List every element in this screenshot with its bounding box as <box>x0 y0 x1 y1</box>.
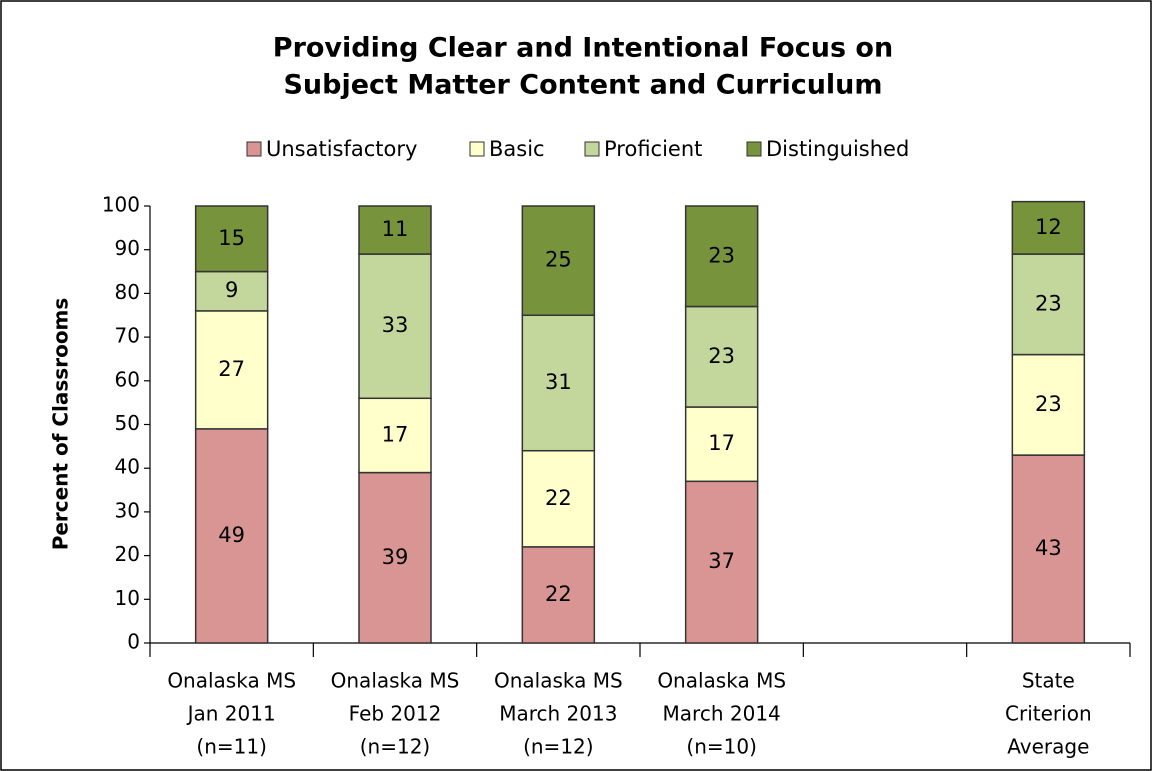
x-tick-label: (n=10) <box>686 735 757 759</box>
x-tick-label: Onalaska MS <box>657 669 786 693</box>
x-tick-label: Onalaska MS <box>331 669 460 693</box>
x-tick-label: (n=12) <box>360 735 431 759</box>
data-label: 11 <box>382 217 409 241</box>
bar-segment <box>194 205 269 273</box>
data-label: 22 <box>545 582 572 606</box>
x-tick-label: Feb 2012 <box>349 702 442 726</box>
bar-segment <box>358 471 432 644</box>
bar-segment <box>684 480 759 644</box>
bar-segment <box>194 310 269 430</box>
bar-segment <box>521 546 596 644</box>
x-tick-label: Onalaska MS <box>167 669 296 693</box>
data-label: 39 <box>382 545 409 569</box>
x-tick-label: Onalaska MS <box>494 669 623 693</box>
legend-label: Distinguished <box>766 137 909 161</box>
bar-segment <box>194 270 269 312</box>
y-tick-label: 90 <box>115 236 140 260</box>
y-tick-label: 20 <box>115 542 140 566</box>
x-tick-label: Average <box>1007 735 1089 759</box>
x-tick-label: March 2013 <box>499 702 617 726</box>
bar-segment <box>1011 454 1086 644</box>
data-label: 49 <box>218 523 245 547</box>
bar-segment <box>684 205 759 308</box>
y-tick-label: 70 <box>115 324 140 348</box>
legend-swatch <box>584 141 600 157</box>
y-tick-label: 40 <box>115 455 140 479</box>
y-tick-label: 100 <box>102 193 140 217</box>
bar-segment <box>1011 353 1086 456</box>
legend-label: Basic <box>489 137 545 161</box>
bar-segment <box>521 314 596 452</box>
y-tick-label: 50 <box>115 411 140 435</box>
x-tick-label: (n=11) <box>196 735 267 759</box>
bar-segment <box>194 428 269 644</box>
data-label: 23 <box>1035 291 1062 315</box>
data-label: 31 <box>545 370 572 394</box>
data-label: 12 <box>1035 215 1062 239</box>
bar-segment <box>1011 200 1086 255</box>
bar-segment <box>358 397 432 474</box>
legend-swatch <box>246 141 262 157</box>
data-label: 17 <box>708 431 735 455</box>
legend-swatch <box>746 141 762 157</box>
x-tick-label: Criterion <box>1005 702 1092 726</box>
chart-title: Subject Matter Content and Curriculum <box>283 70 882 101</box>
data-label: 15 <box>218 226 245 250</box>
x-tick-label: (n=12) <box>523 735 594 759</box>
y-tick-label: 0 <box>127 630 140 654</box>
data-label: 17 <box>382 422 409 446</box>
y-tick-label: 10 <box>115 586 140 610</box>
legend-label: Unsatisfactory <box>266 137 417 161</box>
x-tick-label: State <box>1022 669 1075 693</box>
legend-swatch <box>469 141 485 157</box>
bar-segment <box>521 449 596 548</box>
data-label: 25 <box>545 248 572 272</box>
data-label: 23 <box>708 243 735 267</box>
y-axis-title: Percent of Classrooms <box>49 298 73 551</box>
y-tick-label: 60 <box>115 367 140 391</box>
data-label: 33 <box>382 313 409 337</box>
data-label: 43 <box>1035 536 1062 560</box>
data-label: 27 <box>218 357 245 381</box>
bar-segment <box>684 406 759 483</box>
bar-segment <box>358 205 432 255</box>
legend-label: Proficient <box>604 137 702 161</box>
x-tick-label: March 2014 <box>663 702 781 726</box>
data-label: 23 <box>708 344 735 368</box>
data-label: 22 <box>545 486 572 510</box>
bar-segment <box>1011 253 1086 356</box>
data-label: 9 <box>225 278 238 302</box>
y-tick-label: 80 <box>115 280 140 304</box>
bar-segment <box>358 253 432 400</box>
chart-title: Providing Clear and Intentional Focus on <box>273 33 893 64</box>
bar-segment <box>521 205 596 316</box>
data-label: 23 <box>1035 392 1062 416</box>
data-label: 37 <box>708 549 735 573</box>
x-tick-label: Jan 2011 <box>186 702 276 726</box>
y-tick-label: 30 <box>115 498 140 522</box>
